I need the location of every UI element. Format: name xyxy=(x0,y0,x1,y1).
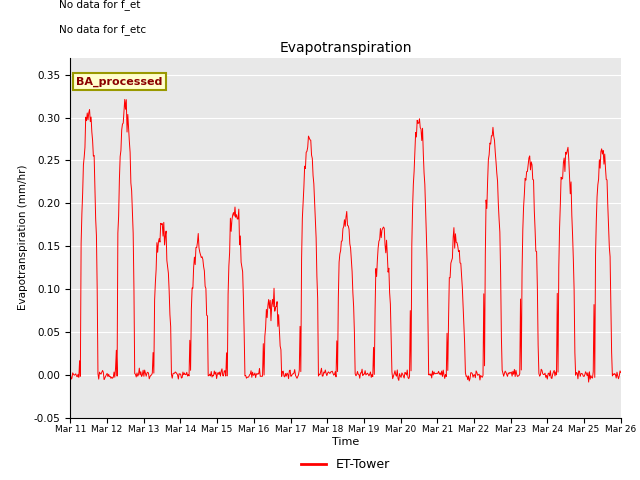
Y-axis label: Evapotranspiration (mm/hr): Evapotranspiration (mm/hr) xyxy=(19,165,28,311)
Text: No data for f_etc: No data for f_etc xyxy=(60,24,147,36)
Text: BA_processed: BA_processed xyxy=(76,76,163,87)
Title: Evapotranspiration: Evapotranspiration xyxy=(279,41,412,55)
X-axis label: Time: Time xyxy=(332,437,359,447)
Legend: ET-Tower: ET-Tower xyxy=(296,453,396,476)
Text: No data for f_et: No data for f_et xyxy=(60,0,141,10)
